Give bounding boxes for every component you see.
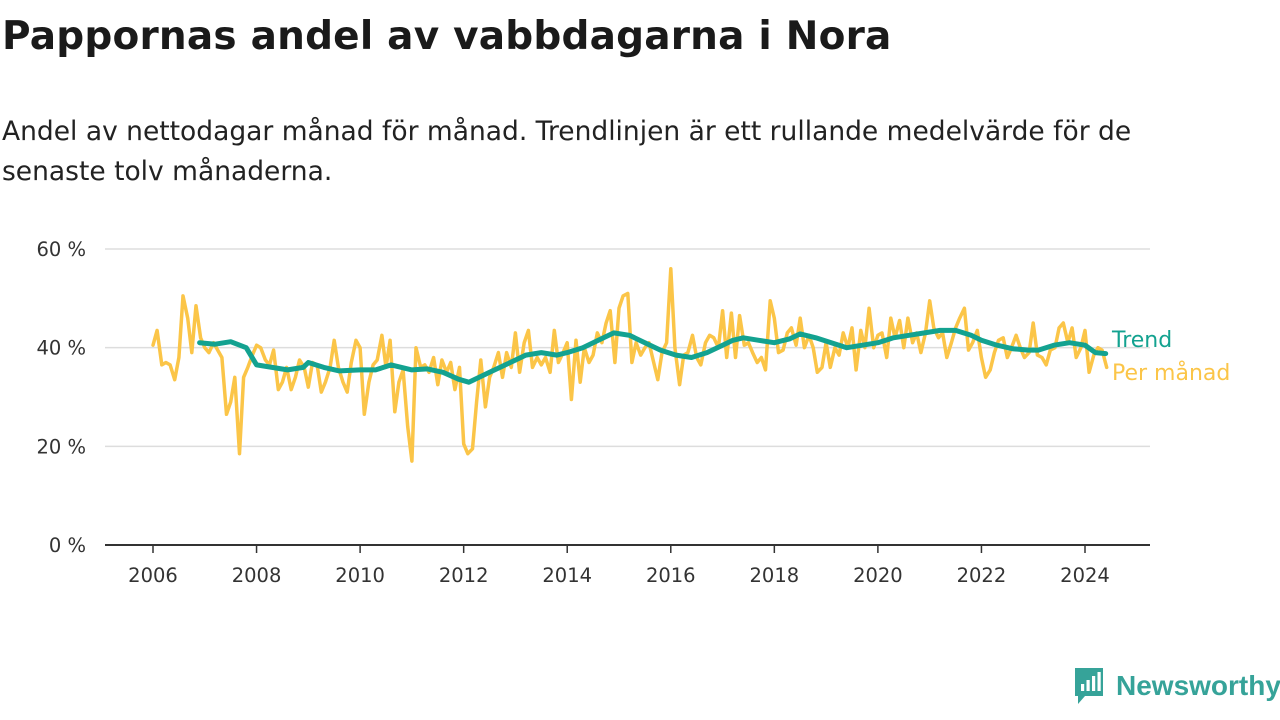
brand-logo[interactable]: Newsworthy	[1072, 664, 1280, 708]
x-tick-label: 2014	[542, 564, 592, 587]
monthly-label: Per månad	[1112, 360, 1230, 386]
trend-label: Trend	[1111, 328, 1172, 353]
y-tick-label: 40 %	[36, 337, 86, 360]
x-tick-label: 2018	[750, 564, 800, 587]
x-tick-label: 2010	[335, 564, 385, 587]
x-tick-label: 2008	[232, 564, 282, 587]
x-tick-label: 2012	[439, 564, 489, 587]
y-tick-label: 60 %	[36, 238, 86, 261]
brand-name: Newsworthy	[1116, 670, 1280, 701]
x-tick-label: 2016	[646, 564, 696, 587]
y-tick-label: 0 %	[49, 534, 86, 557]
y-tick-label: 20 %	[36, 435, 86, 458]
gridlines	[105, 248, 1150, 448]
trend-line	[197, 327, 1109, 385]
axes: 0 % 20 % 40 % 60 % 2006 2008 2010 2012 2014 2016 2…	[36, 238, 1150, 587]
x-tick-label: 2022	[957, 564, 1007, 587]
x-tick-label: 2006	[128, 564, 178, 587]
x-tick-label: 2020	[853, 564, 903, 587]
chart-subtitle: Andel av nettodagar månad för månad. Tre…	[2, 116, 1132, 187]
chart-title: Pappornas andel av vabbdagarna i Nora	[2, 14, 892, 59]
series-labels: Trend Per månad	[1111, 328, 1230, 386]
x-tick-label: 2024	[1060, 564, 1110, 587]
monthly-line	[151, 266, 1109, 463]
series	[151, 266, 1109, 463]
newsworthy-logo-icon	[1075, 668, 1103, 704]
